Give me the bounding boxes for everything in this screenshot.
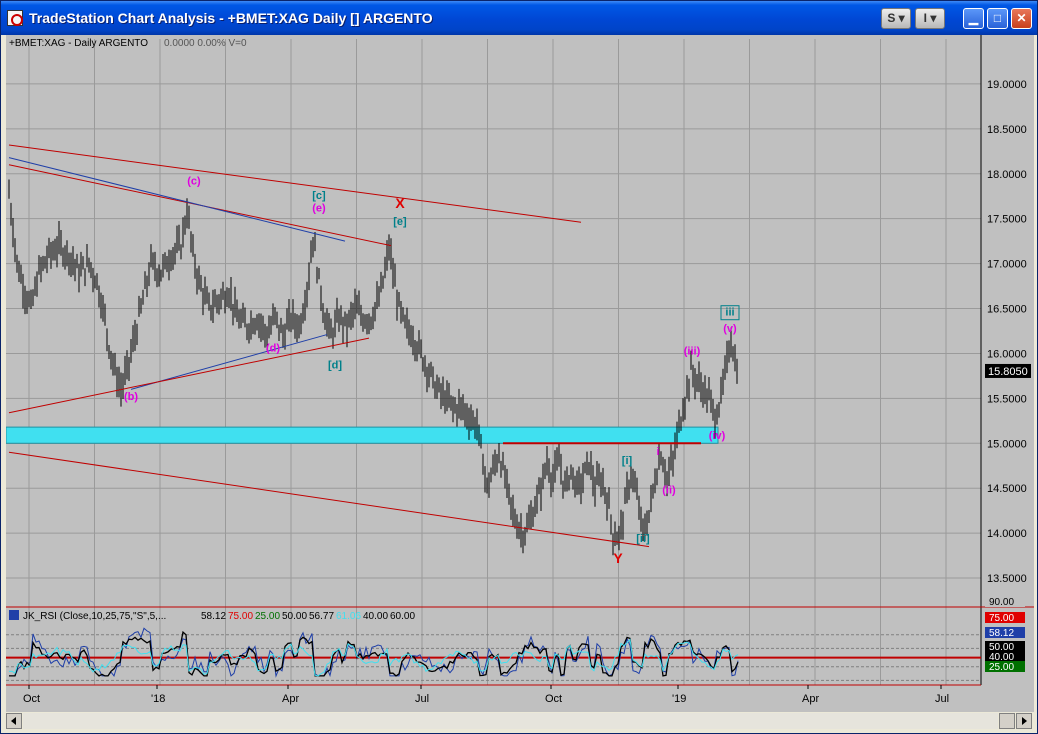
- y-tick-label: 18.5000: [987, 124, 1027, 136]
- rsi-series-line: [8, 638, 739, 677]
- arrow-right-icon: [1022, 717, 1027, 725]
- upper-channel: [8, 144, 582, 223]
- y-tick-label: 15.0000: [987, 438, 1027, 450]
- wave-label: [e]: [393, 216, 407, 228]
- rsi-value: 25.00: [255, 611, 280, 622]
- wave-label: [i]: [622, 455, 633, 467]
- rsi-series-line: [9, 630, 739, 677]
- chart-area[interactable]: 19.0000 18.5000 18.0000 17.5000 17.0000 16.50…: [6, 35, 1034, 712]
- i-menu-button[interactable]: I ▾: [915, 8, 945, 29]
- price-bars: [8, 179, 738, 556]
- zoom-handle[interactable]: [999, 713, 1015, 729]
- x-tick-label: Jul: [935, 693, 949, 705]
- wave-label: i: [656, 446, 659, 458]
- triangle-top-blue: [8, 157, 346, 242]
- window-title: TradeStation Chart Analysis - +BMET:XAG …: [29, 10, 433, 26]
- rsi-title: JK_RSI (Close,10,25,75,"S",5,...: [23, 611, 166, 622]
- last-price-label: 15.8050: [988, 366, 1028, 378]
- wave-label: (b): [124, 391, 138, 403]
- y-tick-label: 14.0000: [987, 528, 1027, 540]
- wave-label: (e): [312, 202, 326, 214]
- rsi-axis-label: 40.00: [989, 652, 1014, 663]
- wave-label: (v): [723, 323, 737, 335]
- chart-header-values: 0.0000 0.00% V=0: [164, 38, 247, 49]
- wave-label: Y: [613, 550, 623, 566]
- y-tick-label: 16.5000: [987, 304, 1027, 316]
- rsi-axis-label: 75.00: [989, 613, 1014, 624]
- lower-channel: [8, 451, 650, 548]
- app-icon[interactable]: [7, 10, 23, 26]
- rsi-value: 50.00: [282, 611, 307, 622]
- wave-label: [d]: [328, 360, 342, 372]
- close-button[interactable]: ✕: [1011, 8, 1032, 29]
- rsi-indicator-icon: [9, 610, 19, 620]
- x-tick-label: '18: [151, 693, 165, 705]
- rsi-axis-label: 50.00: [989, 642, 1014, 653]
- wave-label: (c): [187, 176, 201, 188]
- chart-header: +BMET:XAG - Daily ARGENTO: [9, 38, 148, 49]
- rsi-series-line: [9, 627, 739, 678]
- y-tick-label: 17.0000: [987, 259, 1027, 271]
- rsi-axis-label-bg: [985, 661, 1025, 672]
- wave-label: [c]: [312, 190, 326, 202]
- y-tick-label: 17.5000: [987, 214, 1027, 226]
- rsi-axis-label: 58.12: [989, 628, 1014, 639]
- chart-background: [6, 35, 1034, 712]
- minimize-button[interactable]: ▁: [963, 8, 984, 29]
- wave-label: [ii]: [636, 533, 650, 545]
- s-label: S: [887, 11, 896, 25]
- wave-label: (ii): [662, 485, 676, 497]
- y-tick-label: 19.0000: [987, 79, 1027, 91]
- triangle-bottom-red: [8, 337, 370, 414]
- x-tick-label: Oct: [545, 693, 562, 705]
- rsi-value: 75.00: [228, 611, 253, 622]
- last-price-box: [985, 363, 1031, 378]
- wave-label: X: [395, 195, 405, 211]
- maximize-button[interactable]: □: [987, 8, 1008, 29]
- rsi-value: 61.06: [336, 611, 361, 622]
- y-tick-label: 14.5000: [987, 483, 1027, 495]
- rsi-axis-label-bg: [985, 627, 1025, 638]
- y-tick-label: 16.0000: [987, 348, 1027, 360]
- y-tick-label: 15.5000: [987, 393, 1027, 405]
- x-tick-label: Apr: [282, 693, 299, 705]
- wave-label: (iii): [684, 345, 701, 357]
- support-zone: [6, 426, 719, 444]
- title-bar[interactable]: TradeStation Chart Analysis - +BMET:XAG …: [1, 1, 1037, 35]
- arrow-left-icon: [11, 717, 16, 725]
- scroll-right-button[interactable]: [1016, 713, 1032, 729]
- wave-label: iii: [725, 307, 734, 319]
- i-label: I: [923, 11, 927, 25]
- chart-canvas[interactable]: 19.0000 18.5000 18.0000 17.5000 17.0000 16.50…: [6, 35, 1034, 712]
- rsi-value: 60.00: [390, 611, 415, 622]
- rsi-axis-label-bg: [985, 651, 1025, 662]
- x-tick-label: '19: [672, 693, 686, 705]
- rsi-axis-label: 90.00: [989, 597, 1014, 608]
- y-tick-label: 18.0000: [987, 169, 1027, 181]
- rsi-value: 58.12: [201, 611, 226, 622]
- wave-label: (iv): [709, 430, 726, 442]
- x-tick-label: Jul: [415, 693, 429, 705]
- rsi-axis-label-bg: [985, 612, 1025, 623]
- wave-label: (d): [266, 343, 280, 355]
- rsi-axis-label: 25.00: [989, 662, 1014, 673]
- wave-label-box: [720, 305, 740, 321]
- horizontal-scrollbar[interactable]: [23, 713, 998, 729]
- rsi-axis-label-bg: [985, 596, 1025, 607]
- x-tick-label: Apr: [802, 693, 819, 705]
- y-tick-label: 13.5000: [987, 573, 1027, 585]
- rsi-value: 56.77: [309, 611, 334, 622]
- scroll-left-button[interactable]: [6, 713, 22, 729]
- rsi-value: 40.00: [363, 611, 388, 622]
- x-tick-label: Oct: [23, 693, 40, 705]
- rsi-axis-label-bg: [985, 641, 1025, 652]
- s-menu-button[interactable]: S ▾: [881, 8, 911, 29]
